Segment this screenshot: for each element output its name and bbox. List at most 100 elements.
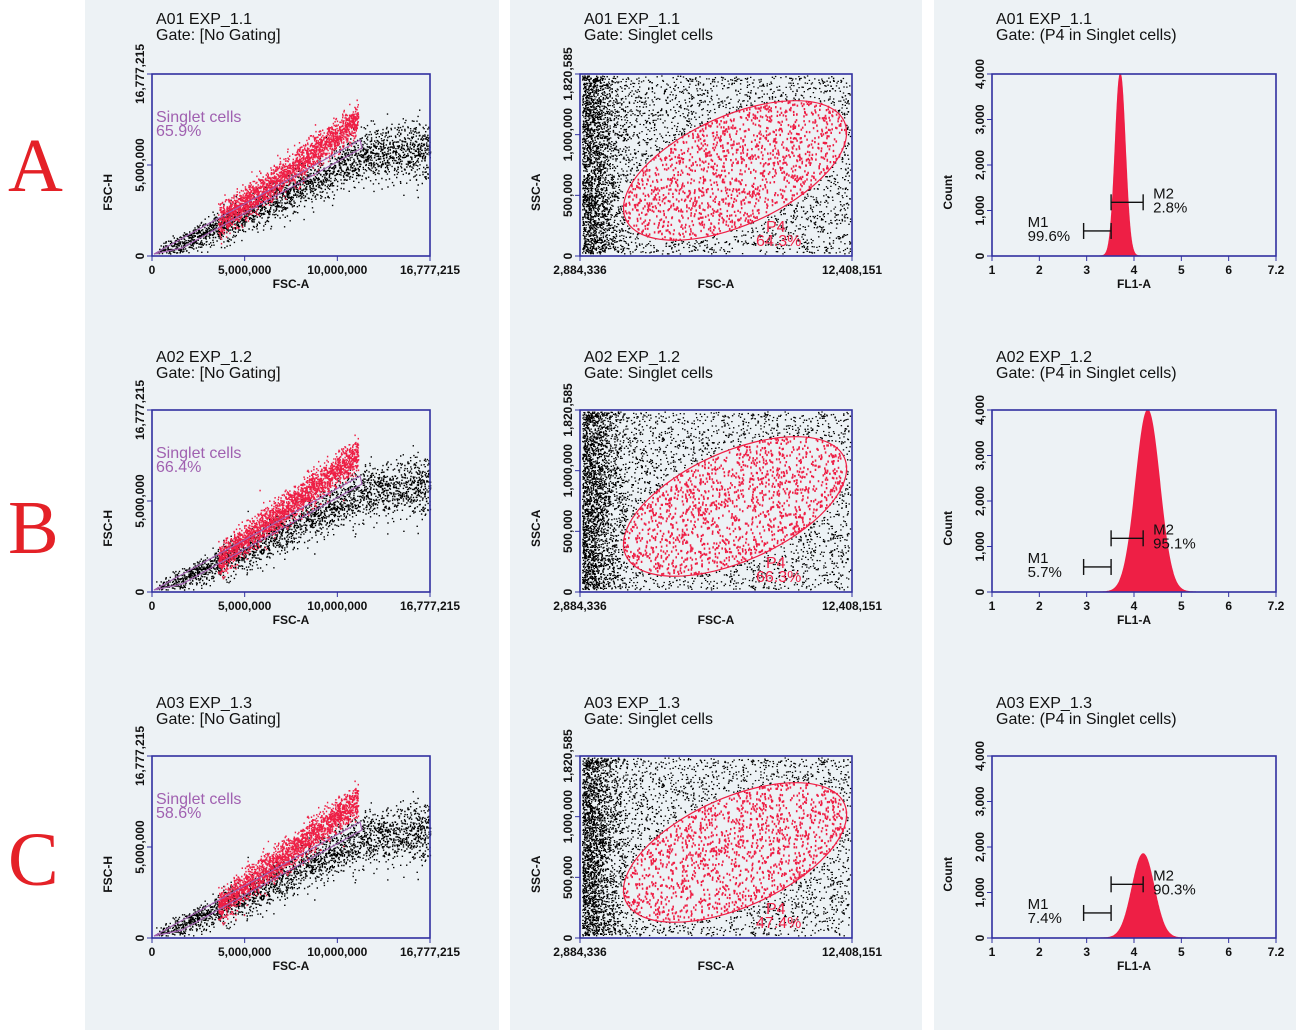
x-tick-label: 6 <box>1225 263 1232 277</box>
y-tick-label: 1,000 <box>973 877 987 907</box>
histogram <box>1099 409 1197 593</box>
y-tick-label: 1,000 <box>973 531 987 561</box>
chart-gate-label: Gate: (P4 in Singlet cells) <box>996 365 1177 382</box>
y-tick-label: 5,000,000 <box>133 474 147 528</box>
x-tick-label: 1 <box>989 263 996 277</box>
plot-frame <box>579 409 853 593</box>
y-tick-label: 16,777,215 <box>133 726 147 786</box>
y-axis-label: FSC-H <box>101 856 115 893</box>
y-tick-label: 0 <box>973 252 987 259</box>
gate-name: P4 <box>766 555 786 572</box>
gate-percent: 66.4% <box>156 459 201 476</box>
x-tick-label: 4 <box>1131 599 1138 613</box>
gate-name: Singlet cells <box>156 791 241 808</box>
chart-title: A03 EXP_1.3 <box>156 695 252 712</box>
p4-gate <box>622 436 848 577</box>
x-axis-label: FSC-A <box>273 613 310 627</box>
chart-gate-label: Gate: (P4 in Singlet cells) <box>996 711 1177 728</box>
gated-events <box>624 100 847 241</box>
y-tick-label: 500,000 <box>561 173 575 217</box>
x-tick-label: 5,000,000 <box>218 599 272 613</box>
event-dots <box>156 434 432 591</box>
x-tick-label: 4 <box>1131 263 1138 277</box>
y-tick-label: 3,000 <box>973 440 987 470</box>
chart-title: A03 EXP_1.3 <box>584 695 680 712</box>
x-tick-label: 5 <box>1178 945 1185 959</box>
marker-percent: 90.3% <box>1153 881 1196 898</box>
x-tick-label: 3 <box>1083 599 1090 613</box>
x-tick-label: 7.2 <box>1268 599 1285 613</box>
gated-events <box>218 780 360 926</box>
chart-title: A02 EXP_1.2 <box>156 349 252 366</box>
x-axis-label: FL1-A <box>1117 613 1151 627</box>
x-tick-label: 2 <box>1036 945 1043 959</box>
y-axis-label: FSC-H <box>101 510 115 547</box>
y-tick-label: 1,000,000 <box>561 108 575 162</box>
y-tick-label: 5,000,000 <box>133 820 147 874</box>
y-tick-label: 0 <box>133 252 147 259</box>
chart-title: A01 EXP_1.1 <box>156 11 252 28</box>
gate-name: Singlet cells <box>156 109 241 126</box>
ungated-events <box>582 411 852 591</box>
chart-gate-label: Gate: [No Gating] <box>156 711 281 728</box>
x-tick-label: 5 <box>1178 263 1185 277</box>
chart-title: A02 EXP_1.2 <box>996 349 1092 366</box>
y-tick-label: 3,000 <box>973 104 987 134</box>
y-tick-label: 1,820,585 <box>561 383 575 437</box>
x-tick-label: 2,884,336 <box>553 263 607 277</box>
y-axis-label: SSC-A <box>529 509 543 547</box>
x-tick-label: 2,884,336 <box>553 599 607 613</box>
y-tick-label: 500,000 <box>561 855 575 899</box>
chart-title: A01 EXP_1.1 <box>996 11 1092 28</box>
marker-percent: 99.6% <box>1028 228 1071 245</box>
y-tick-label: 0 <box>973 934 987 941</box>
chart-gate-label: Gate: Singlet cells <box>584 711 713 728</box>
x-tick-label: 5,000,000 <box>218 945 272 959</box>
y-tick-label: 2,000 <box>973 150 987 180</box>
y-tick-label: 4,000 <box>973 59 987 89</box>
marker-name: M2 <box>1153 867 1174 884</box>
y-tick-label: 0 <box>561 588 575 595</box>
y-tick-label: 500,000 <box>561 509 575 553</box>
gate-name: Singlet cells <box>156 445 241 462</box>
marker-name: M1 <box>1028 550 1049 567</box>
y-tick-label: 4,000 <box>973 741 987 771</box>
x-tick-label: 1 <box>989 945 996 959</box>
chart-gate-label: Gate: Singlet cells <box>584 365 713 382</box>
chart-title: A01 EXP_1.1 <box>584 11 680 28</box>
ungated-events <box>582 757 852 937</box>
row-label-a: A <box>8 124 63 208</box>
chart-gate-label: Gate: Singlet cells <box>584 27 713 44</box>
y-axis-label: Count <box>941 511 955 546</box>
y-tick-label: 1,000,000 <box>561 444 575 498</box>
y-axis-label: SSC-A <box>529 173 543 211</box>
y-tick-label: 1,000,000 <box>561 790 575 844</box>
chart-gate-label: Gate: [No Gating] <box>156 365 281 382</box>
x-tick-label: 6 <box>1225 599 1232 613</box>
y-tick-label: 5,000,000 <box>133 138 147 192</box>
chart-gate-label: Gate: (P4 in Singlet cells) <box>996 27 1177 44</box>
row-label-c: C <box>8 818 59 902</box>
y-tick-label: 2,000 <box>973 832 987 862</box>
marker-percent: 2.8% <box>1153 199 1187 216</box>
row-label-b: B <box>8 486 59 570</box>
gate-name: P4 <box>766 901 786 918</box>
y-axis-label: Count <box>941 857 955 892</box>
x-tick-label: 0 <box>149 599 156 613</box>
y-axis-label: SSC-A <box>529 855 543 893</box>
y-tick-label: 3,000 <box>973 786 987 816</box>
x-tick-label: 16,777,215 <box>400 599 460 613</box>
gated-events <box>218 99 360 245</box>
x-axis-label: FSC-A <box>273 959 310 973</box>
x-tick-label: 10,000,000 <box>307 263 367 277</box>
gate-percent: 64.3% <box>756 233 801 250</box>
marker-percent: 95.1% <box>1153 535 1196 552</box>
